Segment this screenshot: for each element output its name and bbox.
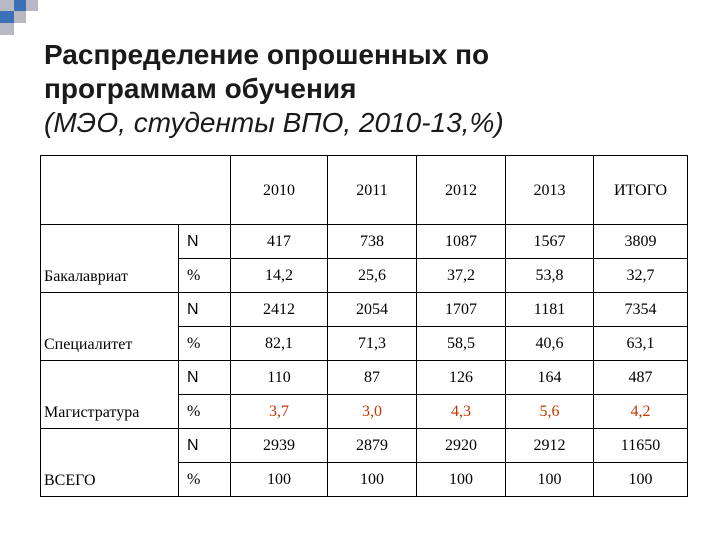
percent-cell: 32,7 <box>593 258 688 293</box>
count-unit-label: N <box>178 224 231 259</box>
count-cell: 738 <box>327 224 417 259</box>
percent-cell: 4,2 <box>593 394 688 429</box>
decor-square-blue-2 <box>0 11 14 23</box>
column-header: ИТОГО <box>593 155 688 225</box>
percent-unit-label: % <box>178 258 231 293</box>
count-cell: 2939 <box>230 428 328 463</box>
decor-square-blue-3 <box>26 11 38 13</box>
percent-unit-label: % <box>178 326 231 361</box>
header-row: 2010 2011 2012 2013 ИТОГО <box>40 155 688 225</box>
percent-cell: 40,6 <box>505 326 594 361</box>
count-cell: 487 <box>593 360 688 395</box>
count-unit-label: N <box>178 292 231 327</box>
percent-cell: 100 <box>593 462 688 497</box>
column-header: 2011 <box>327 155 417 225</box>
table-row: % 14,2 25,6 37,2 53,8 32,7 <box>41 258 688 293</box>
count-cell: 3809 <box>593 224 688 259</box>
percent-cell: 63,1 <box>593 326 688 361</box>
table-row: Магистратура N 110 87 126 164 487 <box>40 360 688 429</box>
table-row: Специалитет N 2412 2054 1707 1181 7354 <box>40 292 688 361</box>
percent-cell: 3,0 <box>327 394 417 429</box>
program-label: Магистратура <box>40 360 179 429</box>
count-cell: 7354 <box>593 292 688 327</box>
count-unit-label: N <box>178 428 231 463</box>
count-cell: 2920 <box>416 428 506 463</box>
count-cell: 1567 <box>505 224 594 259</box>
percent-cell: 37,2 <box>416 258 506 293</box>
count-cell: 2912 <box>505 428 594 463</box>
percent-cell: 14,2 <box>230 258 328 293</box>
slide-title: Распределение опрошенных по программам о… <box>44 38 704 140</box>
count-cell: 2879 <box>327 428 417 463</box>
title-line-1: Распределение опрошенных по <box>44 39 490 70</box>
header-empty-cell <box>40 155 231 225</box>
percent-cell: 100 <box>416 462 506 497</box>
decor-square-blue <box>14 0 26 11</box>
count-cell: 11650 <box>593 428 688 463</box>
column-header: 2013 <box>505 155 594 225</box>
program-label: Бакалавриат <box>40 224 179 293</box>
count-cell: 417 <box>230 224 328 259</box>
count-cell: 1087 <box>416 224 506 259</box>
table-row: % 82,1 71,3 58,5 40,6 63,1 <box>41 326 688 361</box>
percent-cell: 3,7 <box>230 394 328 429</box>
decor-square-gray-4 <box>0 23 14 35</box>
percent-cell: 82,1 <box>230 326 328 361</box>
percent-cell: 100 <box>327 462 417 497</box>
percent-unit-label: % <box>178 462 231 497</box>
count-cell: 126 <box>416 360 506 395</box>
table-row: % 3,7 3,0 4,3 5,6 4,2 <box>41 394 688 429</box>
program-label: ВСЕГО <box>40 428 179 497</box>
count-cell: 164 <box>505 360 594 395</box>
count-unit-label: N <box>178 360 231 395</box>
count-cell: 2054 <box>327 292 417 327</box>
percent-cell: 53,8 <box>505 258 594 293</box>
percent-unit-label: % <box>178 394 231 429</box>
decor-square-gray <box>0 0 14 11</box>
percent-cell: 58,5 <box>416 326 506 361</box>
table-row: ВСЕГО N 2939 2879 2920 2912 11650 <box>40 428 688 497</box>
column-header: 2012 <box>416 155 506 225</box>
corner-decoration <box>0 0 38 35</box>
title-line-2: программам обучения <box>44 73 357 104</box>
decor-square-gray-2 <box>26 0 38 11</box>
count-cell: 87 <box>327 360 417 395</box>
count-cell: 110 <box>230 360 328 395</box>
title-subtitle: (МЭО, студенты ВПО, 2010-13,%) <box>44 107 504 138</box>
decor-square-gray-3 <box>14 11 26 23</box>
percent-cell: 71,3 <box>327 326 417 361</box>
count-cell: 1707 <box>416 292 506 327</box>
percent-cell: 100 <box>505 462 594 497</box>
distribution-table: 2010 2011 2012 2013 ИТОГО Бакалавриат N 41… <box>40 155 688 497</box>
program-label: Специалитет <box>40 292 179 361</box>
column-header: 2010 <box>230 155 328 225</box>
count-cell: 2412 <box>230 292 328 327</box>
table-row: Бакалавриат N 417 738 1087 1567 3809 <box>40 224 688 293</box>
percent-cell: 5,6 <box>505 394 594 429</box>
percent-cell: 4,3 <box>416 394 506 429</box>
percent-cell: 25,6 <box>327 258 417 293</box>
count-cell: 1181 <box>505 292 594 327</box>
percent-cell: 100 <box>230 462 328 497</box>
table-row: % 100 100 100 100 100 <box>41 462 688 497</box>
